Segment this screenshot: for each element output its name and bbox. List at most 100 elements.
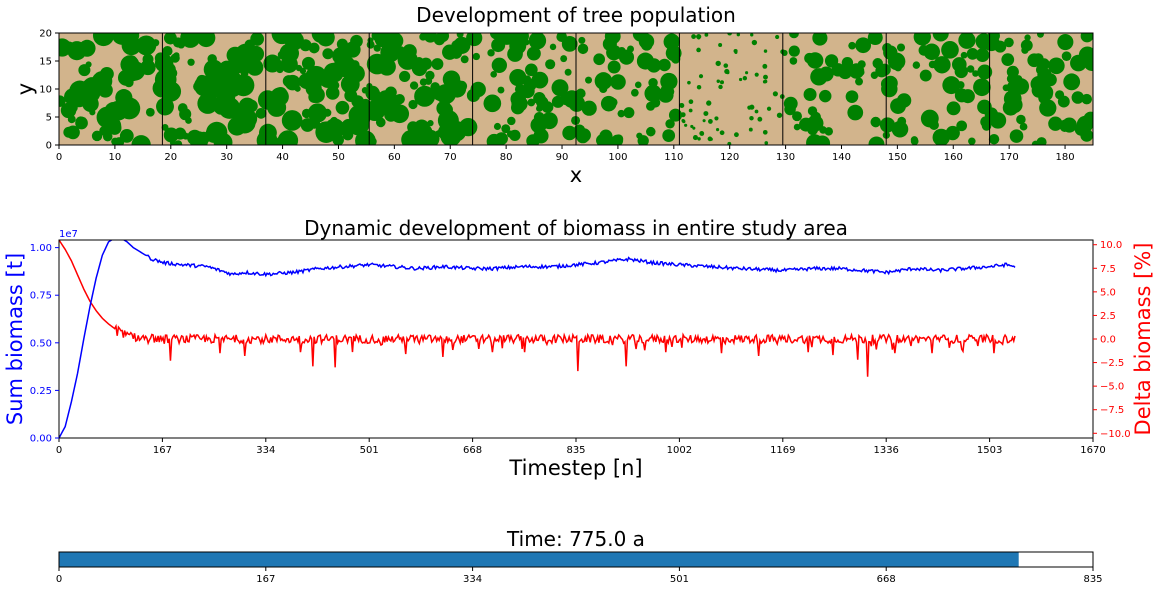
tree-marker (1036, 64, 1047, 76)
tree-marker (466, 88, 481, 102)
tree-marker (98, 75, 110, 88)
tree-marker (1001, 53, 1015, 67)
tree-marker (294, 85, 301, 92)
tree-marker (281, 110, 303, 131)
tree-marker (506, 130, 515, 138)
tree-marker (1081, 93, 1093, 105)
tree-marker (564, 68, 572, 76)
tree-marker (414, 85, 436, 107)
tree-marker (789, 33, 799, 39)
tree-marker (174, 140, 183, 145)
tree-marker (331, 130, 340, 140)
biomass-x-label: Timestep [n] (508, 456, 642, 480)
tree-marker (718, 84, 723, 90)
tree-marker (375, 117, 386, 128)
tree-marker (365, 85, 380, 101)
sum-biomass-series (59, 240, 1016, 438)
tree-marker (1083, 55, 1093, 71)
tree-marker (581, 100, 597, 116)
tree-marker (67, 102, 78, 113)
tree-marker (541, 101, 554, 113)
tree-marker (129, 62, 140, 73)
tree-marker (163, 33, 177, 45)
tree-marker (311, 33, 331, 43)
tree-marker (456, 33, 464, 38)
tree-marker (151, 39, 160, 47)
tree-marker (409, 81, 419, 90)
tree-marker (435, 130, 442, 137)
tree-marker (818, 66, 834, 82)
tree-marker (91, 130, 103, 142)
tree-marker (1048, 116, 1063, 131)
x-tick-label: 130 (776, 152, 795, 163)
tree-marker (1003, 89, 1022, 108)
left-tick-label: 0.75 (30, 291, 52, 302)
population-chart: Development of tree population 0 10 20 30 40… (13, 3, 1094, 187)
tree-marker (855, 37, 872, 54)
tree-marker (509, 68, 527, 87)
tree-marker (867, 33, 883, 46)
tree-marker (956, 81, 965, 89)
tree-marker (526, 46, 541, 61)
tree-marker (159, 101, 173, 115)
tree-marker (162, 45, 173, 57)
tree-marker (630, 88, 639, 97)
tree-marker (324, 118, 345, 139)
tree-marker (706, 100, 712, 106)
tree-marker (408, 99, 418, 110)
tree-marker (688, 108, 693, 113)
tree-marker (490, 70, 498, 78)
tree-marker (742, 76, 748, 81)
right-tick-label: 10.0 (1100, 240, 1122, 251)
tree-marker (810, 111, 821, 123)
tree-marker (422, 137, 433, 145)
tree-marker (166, 67, 178, 79)
x-tick-label: 20 (164, 152, 177, 163)
tree-marker (335, 100, 350, 115)
tree-marker (207, 54, 217, 64)
tree-marker (665, 45, 682, 62)
tree-marker (733, 48, 738, 54)
tree-marker (472, 52, 480, 61)
tree-marker (766, 106, 772, 111)
tree-marker (894, 63, 902, 72)
tree-marker (59, 95, 66, 107)
tree-marker (845, 90, 859, 103)
tree-marker (1031, 140, 1040, 145)
tree-marker (819, 89, 832, 103)
x-tick-label: 40 (276, 152, 289, 163)
x-tick-label: 0 (56, 152, 62, 163)
tree-marker (1076, 115, 1093, 133)
tree-marker (526, 134, 540, 145)
x-tick-label: 1670 (1080, 445, 1105, 456)
biomass-right-ticks: −10.0 −7.5 −5.0 −2.5 0.0 2.5 5.0 7.5 10.0 (1093, 240, 1131, 440)
tree-marker (493, 122, 502, 131)
tree-marker (879, 117, 896, 133)
tree-marker (103, 116, 122, 135)
tree-marker (1061, 51, 1072, 61)
tree-marker (1031, 82, 1047, 98)
tree-marker (1063, 73, 1081, 91)
tree-marker (824, 127, 833, 136)
tree-marker (1024, 34, 1031, 41)
tree-marker (352, 66, 365, 79)
tree-marker (776, 112, 783, 118)
tree-marker (733, 132, 739, 138)
biomass-left-label: Sum biomass [t] (3, 253, 27, 425)
tree-marker (1061, 117, 1077, 133)
x-tick-label: 668 (463, 445, 482, 456)
tree-marker (439, 103, 453, 117)
x-tick-label: 150 (888, 152, 907, 163)
tree-marker (371, 33, 382, 41)
tree-marker (599, 129, 613, 143)
tree-marker (161, 124, 169, 131)
tree-marker (968, 137, 976, 145)
tree-marker (946, 101, 961, 116)
tree-marker (680, 112, 686, 118)
tree-marker (692, 135, 698, 141)
tree-marker (399, 70, 411, 83)
tree-marker (724, 68, 730, 75)
tree-marker (747, 105, 752, 110)
tree-marker (748, 127, 753, 132)
biomass-left-ticks: 0.00 0.25 0.50 0.75 1.00 (30, 243, 59, 445)
